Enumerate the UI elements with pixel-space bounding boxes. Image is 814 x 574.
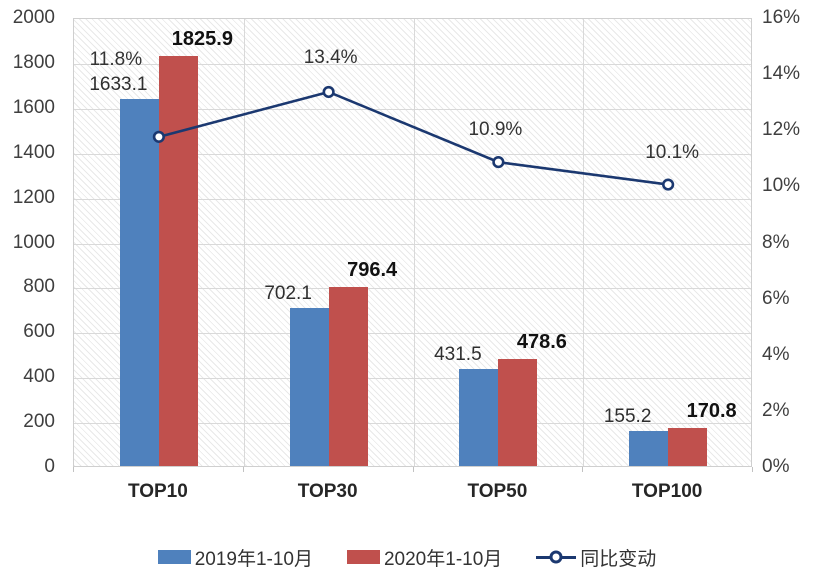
gridline-vertical [243,19,245,466]
trend-line-svg [152,85,675,191]
gridline-horizontal [74,288,751,290]
gridline-horizontal [74,108,751,110]
bar-2019 [629,431,669,466]
trend-point-marker [152,130,165,143]
right-axis-tick-label: 8% [762,231,790,253]
right-axis-tick-label: 6% [762,287,790,309]
bar-2020 [158,56,198,466]
trend-point-marker [492,156,505,169]
right-axis-tick-label: 12% [762,119,801,141]
left-axis-tick-label: 1000 [12,231,55,253]
bar-2020 [328,287,368,466]
trend-point-marker [662,178,675,191]
bar-value-label-2020: 478.6 [516,330,567,353]
gridline-vertical [583,19,585,466]
legend-swatch-2019-icon [157,550,191,564]
left-axis-tick-label: 200 [23,411,55,433]
x-axis-boundary-tick [73,467,74,472]
trend-value-label: 13.4% [303,46,358,68]
left-axis-tick-label: 1400 [12,141,55,163]
gridline-horizontal [74,153,751,155]
right-axis-tick-label: 2% [762,399,790,421]
plot-area [73,18,752,467]
right-axis-tick-label: 14% [762,63,801,85]
left-axis-tick-label: 1200 [12,186,55,208]
legend-item-2020: 2020年1-10月 [346,544,503,571]
gridline-horizontal [74,63,751,65]
left-axis-tick-label: 2000 [12,7,55,28]
gridline-horizontal [74,423,751,425]
left-axis-tick-label: 400 [23,366,55,388]
right-axis-tick-label: 0% [762,456,790,477]
legend-line-marker-icon [536,550,577,564]
x-axis-boundary-tick [582,467,584,472]
left-axis-tick-label: 1800 [12,51,55,73]
x-axis-category-label: TOP10 [127,481,188,502]
right-axis-tick-label: 4% [762,343,790,365]
x-axis-boundary-tick [752,467,753,472]
gridline-horizontal [74,378,751,380]
gridline-horizontal [74,198,751,200]
gridline-vertical [413,19,415,466]
bar-2019 [119,99,159,466]
left-axis-tick-label: 1600 [12,96,55,118]
left-axis-tick-label: 0 [44,456,55,477]
bar-value-label-2019: 1633.1 [89,74,148,96]
legend-label-2019: 2019年1-10月 [194,548,313,570]
trend-line [158,90,669,186]
chart-legend: 2019年1-10月 2020年1-10月 同比变动 [0,543,814,571]
x-axis-category-label: TOP100 [631,481,703,502]
gridline-horizontal [74,243,751,245]
x-axis-category-label: TOP30 [297,481,358,502]
bar-2019 [289,308,329,466]
trend-value-label: 10.1% [645,141,700,163]
bar-2020 [498,358,538,466]
x-axis-boundary-tick [242,467,244,472]
legend-label-2020: 2020年1-10月 [383,548,503,570]
legend-swatch-2020-icon [346,550,380,564]
legend-item-yoy: 同比变动 [536,544,656,571]
gridline-horizontal [74,333,751,335]
left-axis-tick-label: 600 [23,321,55,343]
legend-line-dot [549,550,563,564]
trend-value-label: 11.8% [89,48,143,70]
bar-value-label-2020: 1825.9 [171,28,233,51]
bar-value-label-2020: 796.4 [347,259,398,282]
bar-value-label-2019: 702.1 [264,283,312,305]
legend-label-yoy: 同比变动 [580,548,657,570]
right-axis-tick-label: 16% [762,7,801,28]
bar-2019 [459,369,499,466]
left-axis-tick-label: 800 [23,276,55,298]
bar-value-label-2020: 170.8 [686,399,737,422]
legend-item-2019: 2019年1-10月 [157,544,313,571]
bar-2020 [668,427,708,466]
x-axis-boundary-tick [412,467,414,472]
bar-value-label-2019: 155.2 [603,406,652,428]
trend-value-label: 10.9% [468,119,523,141]
trend-point-marker [322,85,335,99]
x-axis-category-label: TOP50 [467,481,528,502]
bar-value-label-2019: 431.5 [434,344,482,366]
right-axis-tick-label: 10% [762,175,801,197]
